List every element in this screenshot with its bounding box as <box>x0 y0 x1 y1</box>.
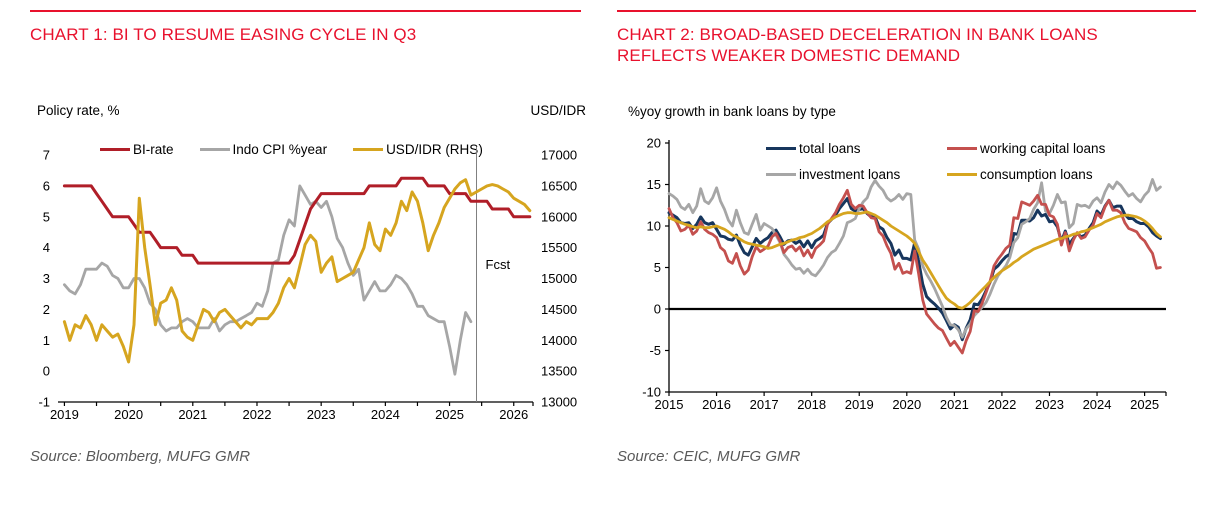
legend-line-swatch <box>199 147 230 152</box>
series-bi-rate <box>62 176 532 265</box>
legend-label: BI-rate <box>133 142 174 157</box>
x-tick-label: 2024 <box>1083 397 1112 412</box>
y-tick-label: -1 <box>38 395 50 410</box>
x-tick-label: 2021 <box>940 397 969 412</box>
chart1-title: CHART 1: BI TO RESUME EASING CYCLE IN Q3 <box>30 25 417 44</box>
legend-item-working-capital-loans: working capital loans <box>947 141 1105 156</box>
legend-item-usd-idr-rhs-: USD/IDR (RHS) <box>353 142 483 157</box>
y-right-tick-label: 15000 <box>541 271 577 286</box>
x-tick-label: 2020 <box>892 397 921 412</box>
x-tick-label: 2021 <box>178 407 207 422</box>
y-right-tick-label: 16000 <box>541 209 577 224</box>
legend-label: working capital loans <box>980 141 1106 156</box>
x-tick-label: 2018 <box>797 397 826 412</box>
x-tick-label: 2019 <box>50 407 79 422</box>
legend-line-swatch <box>100 147 130 152</box>
y-right-tick-label: 15500 <box>541 240 577 255</box>
series-working-capital-loans <box>667 188 1162 355</box>
y-tick-label: 6 <box>43 178 50 193</box>
y-right-tick-label: 13500 <box>541 364 577 379</box>
x-tick-label: 2024 <box>371 407 400 422</box>
y-tick-label: 0 <box>43 364 50 379</box>
series-consumption-loans <box>667 210 1162 310</box>
x-tick-label: 2019 <box>845 397 874 412</box>
x-tick-label: 2017 <box>750 397 779 412</box>
x-tick-label: 2023 <box>1035 397 1064 412</box>
chart1-top-rule <box>30 10 581 12</box>
chart1-left-axis-title: Policy rate, % <box>37 103 120 118</box>
y-tick-label: 10 <box>647 219 661 234</box>
series-usd-idr-rhs- <box>62 178 532 364</box>
legend-line-swatch <box>353 147 384 152</box>
legend-label: USD/IDR (RHS) <box>386 142 483 157</box>
forecast-label: Fcst <box>486 257 511 272</box>
chart1-right-axis-title: USD/IDR <box>530 103 586 118</box>
chart2-plot: 2015 2016 2017 2018 2019 2020 2021 2022 2023 2024… <box>642 136 1167 412</box>
series-indo-cpi-year <box>63 184 473 376</box>
x-tick-label: 2026 <box>499 407 528 422</box>
legend-label: investment loans <box>799 167 901 182</box>
x-tick-label: 2016 <box>702 397 731 412</box>
chart1-plot: 2019 2020 2021 2022 2023 2024 2025 2026 7 6 5 4 3 2 1 0… <box>38 147 577 422</box>
x-tick-label: 2025 <box>1130 397 1159 412</box>
y-right-tick-label: 16500 <box>541 178 577 193</box>
y-tick-label: -10 <box>642 385 661 400</box>
y-tick-label: 3 <box>43 271 50 286</box>
legend-item-total-loans: total loans <box>766 141 947 156</box>
chart1-legend: BI-rate Indo CPI %year USD/IDR (RHS) <box>100 142 483 157</box>
legend-line-swatch <box>766 172 796 177</box>
legend-line-swatch <box>947 146 977 151</box>
y-tick-label: 5 <box>654 260 661 275</box>
legend-item-investment-loans: investment loans <box>766 167 947 182</box>
y-tick-label: 0 <box>654 302 661 317</box>
x-tick-label: 2023 <box>307 407 336 422</box>
x-tick-label: 2022 <box>987 397 1016 412</box>
legend-label: total loans <box>799 141 861 156</box>
y-tick-label: 7 <box>43 148 50 163</box>
legend-item-consumption-loans: consumption loans <box>947 167 1105 182</box>
y-tick-label: 20 <box>647 136 661 151</box>
chart1-source: Source: Bloomberg, MUFG GMR <box>30 448 251 465</box>
y-tick-label: 2 <box>43 302 50 317</box>
legend-line-swatch <box>766 146 796 151</box>
y-tick-label: 1 <box>43 333 50 348</box>
y-right-tick-label: 14000 <box>541 333 577 348</box>
y-tick-label: -5 <box>649 343 661 358</box>
chart2-subtitle: %yoy growth in bank loans by type <box>628 104 836 119</box>
legend-item-indo-cpi-year: Indo CPI %year <box>199 142 328 157</box>
y-tick-label: 5 <box>43 209 50 224</box>
chart2-source: Source: CEIC, MUFG GMR <box>617 448 801 465</box>
x-tick-label: 2015 <box>655 397 684 412</box>
legend-label: Indo CPI %year <box>232 142 328 157</box>
y-tick-label: 15 <box>647 177 661 192</box>
chart2-legend: total loans working capital loans investme… <box>766 141 1105 182</box>
x-tick-label: 2025 <box>435 407 464 422</box>
x-tick-label: 2020 <box>114 407 143 422</box>
y-right-tick-label: 14500 <box>541 302 577 317</box>
chart2-title: CHART 2: BROAD-BASED DECELERATION IN BAN… <box>617 25 1098 65</box>
legend-item-bi-rate: BI-rate <box>100 142 174 157</box>
x-tick-label: 2022 <box>243 407 272 422</box>
chart2-top-rule <box>617 10 1196 12</box>
y-right-tick-label: 13000 <box>541 395 577 410</box>
legend-line-swatch <box>947 172 977 177</box>
legend-label: consumption loans <box>980 167 1093 182</box>
series-investment-loans <box>667 178 1162 339</box>
y-tick-label: 4 <box>43 240 50 255</box>
y-right-tick-label: 17000 <box>541 148 577 163</box>
